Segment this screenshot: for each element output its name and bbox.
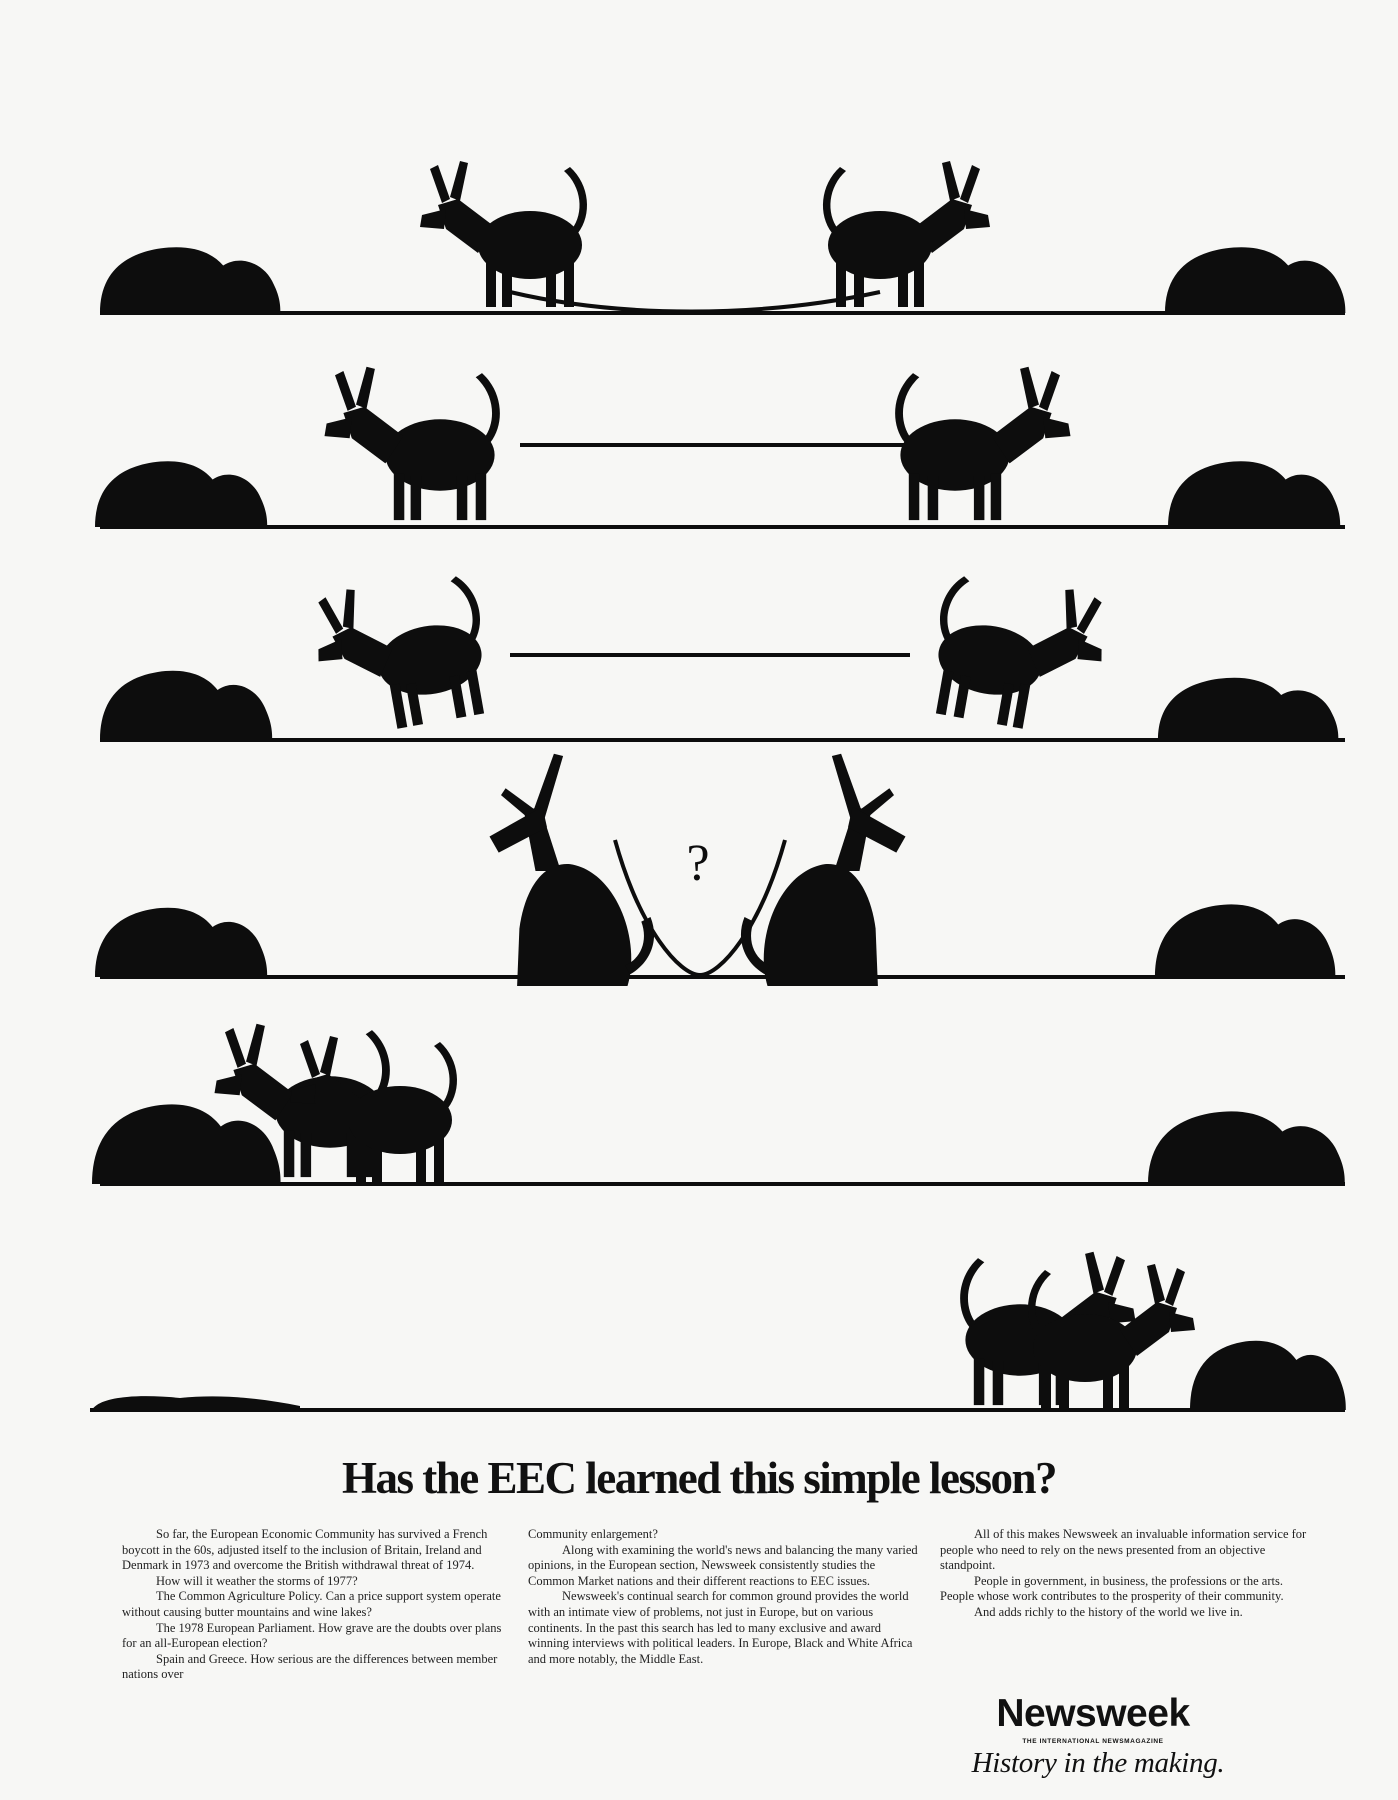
cartoon-illustration: ? [90,161,1346,1412]
panel-2 [95,366,1341,527]
paragraph: How will it weather the storms of 1977? [156,1573,358,1588]
paragraph: The Common Agriculture Policy. Can a pri… [122,1589,501,1619]
body-column-3: All of this makes Newsweek an invaluable… [940,1527,1310,1621]
panel-4: ? [95,753,1336,986]
paragraph: Community enlargement? [528,1527,658,1541]
question-mark: ? [686,835,709,892]
panel-6 [92,1251,1346,1410]
paragraph: So far, the European Economic Community … [122,1527,488,1573]
headline: Has the EEC learned this simple lesson? [341,1453,1058,1503]
paragraph: And adds richly to the history of the wo… [974,1604,1243,1619]
newsweek-logo: Newsweek [996,1692,1190,1735]
paragraph: Along with examining the world's news an… [528,1542,918,1588]
body-column-1: So far, the European Economic Community … [122,1527,507,1683]
panel-1 [100,161,1346,314]
paragraph: Newsweek's continual search for common g… [528,1589,913,1666]
paragraph: Spain and Greece. How serious are the di… [122,1651,498,1682]
panel-3 [100,567,1339,741]
tagline: History in the making. [971,1747,1225,1779]
paragraph: The 1978 European Parliament. How grave … [122,1620,502,1651]
paragraph: People in government, in business, the p… [940,1573,1284,1604]
logo-subtitle: THE INTERNATIONAL NEWSMAGAZINE [1022,1738,1164,1745]
paragraph: All of this makes Newsweek an invaluable… [940,1527,1307,1573]
body-column-2: Community enlargement? Along with examin… [528,1527,918,1667]
panel-5 [92,1023,1345,1184]
